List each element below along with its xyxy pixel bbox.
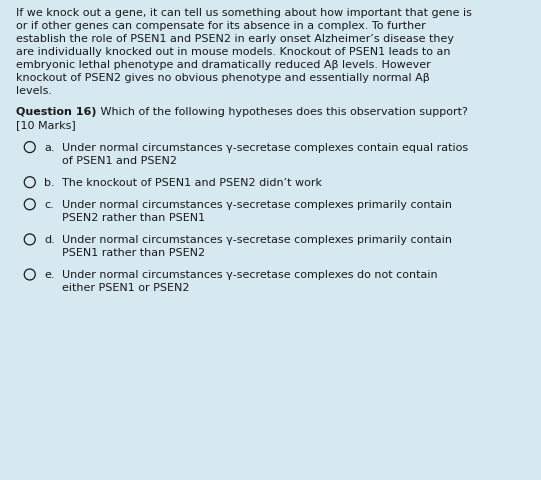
Text: establish the role of PSEN1 and PSEN2 in early onset Alzheimer’s disease they: establish the role of PSEN1 and PSEN2 in…: [16, 34, 454, 44]
Text: Which of the following hypotheses does this observation support?: Which of the following hypotheses does t…: [97, 107, 467, 117]
Text: d.: d.: [44, 235, 55, 245]
Text: Under normal circumstances γ-secretase complexes primarily contain: Under normal circumstances γ-secretase c…: [62, 200, 452, 210]
Text: PSEN2 rather than PSEN1: PSEN2 rather than PSEN1: [62, 213, 206, 223]
Text: of PSEN1 and PSEN2: of PSEN1 and PSEN2: [62, 156, 177, 166]
Text: [10 Marks]: [10 Marks]: [16, 120, 76, 130]
Text: knockout of PSEN2 gives no obvious phenotype and essentially normal Aβ: knockout of PSEN2 gives no obvious pheno…: [16, 73, 430, 83]
Text: levels.: levels.: [16, 86, 52, 96]
Text: either PSEN1 or PSEN2: either PSEN1 or PSEN2: [62, 283, 190, 293]
Text: c.: c.: [44, 200, 54, 210]
Text: Under normal circumstances γ-secretase complexes do not contain: Under normal circumstances γ-secretase c…: [62, 270, 438, 280]
Text: embryonic lethal phenotype and dramatically reduced Aβ levels. However: embryonic lethal phenotype and dramatica…: [16, 60, 431, 70]
Text: If we knock out a gene, it can tell us something about how important that gene i: If we knock out a gene, it can tell us s…: [16, 8, 472, 18]
Text: e.: e.: [44, 270, 55, 280]
Text: The knockout of PSEN1 and PSEN2 didn’t work: The knockout of PSEN1 and PSEN2 didn’t w…: [62, 178, 322, 188]
Text: or if other genes can compensate for its absence in a complex. To further: or if other genes can compensate for its…: [16, 21, 426, 31]
Text: Under normal circumstances γ-secretase complexes contain equal ratios: Under normal circumstances γ-secretase c…: [62, 143, 469, 153]
Text: Question 16): Question 16): [16, 107, 97, 117]
Text: PSEN1 rather than PSEN2: PSEN1 rather than PSEN2: [62, 248, 206, 258]
Text: b.: b.: [44, 178, 55, 188]
Text: Under normal circumstances γ-secretase complexes primarily contain: Under normal circumstances γ-secretase c…: [62, 235, 452, 245]
Text: a.: a.: [44, 143, 55, 153]
Text: are individually knocked out in mouse models. Knockout of PSEN1 leads to an: are individually knocked out in mouse mo…: [16, 47, 451, 57]
